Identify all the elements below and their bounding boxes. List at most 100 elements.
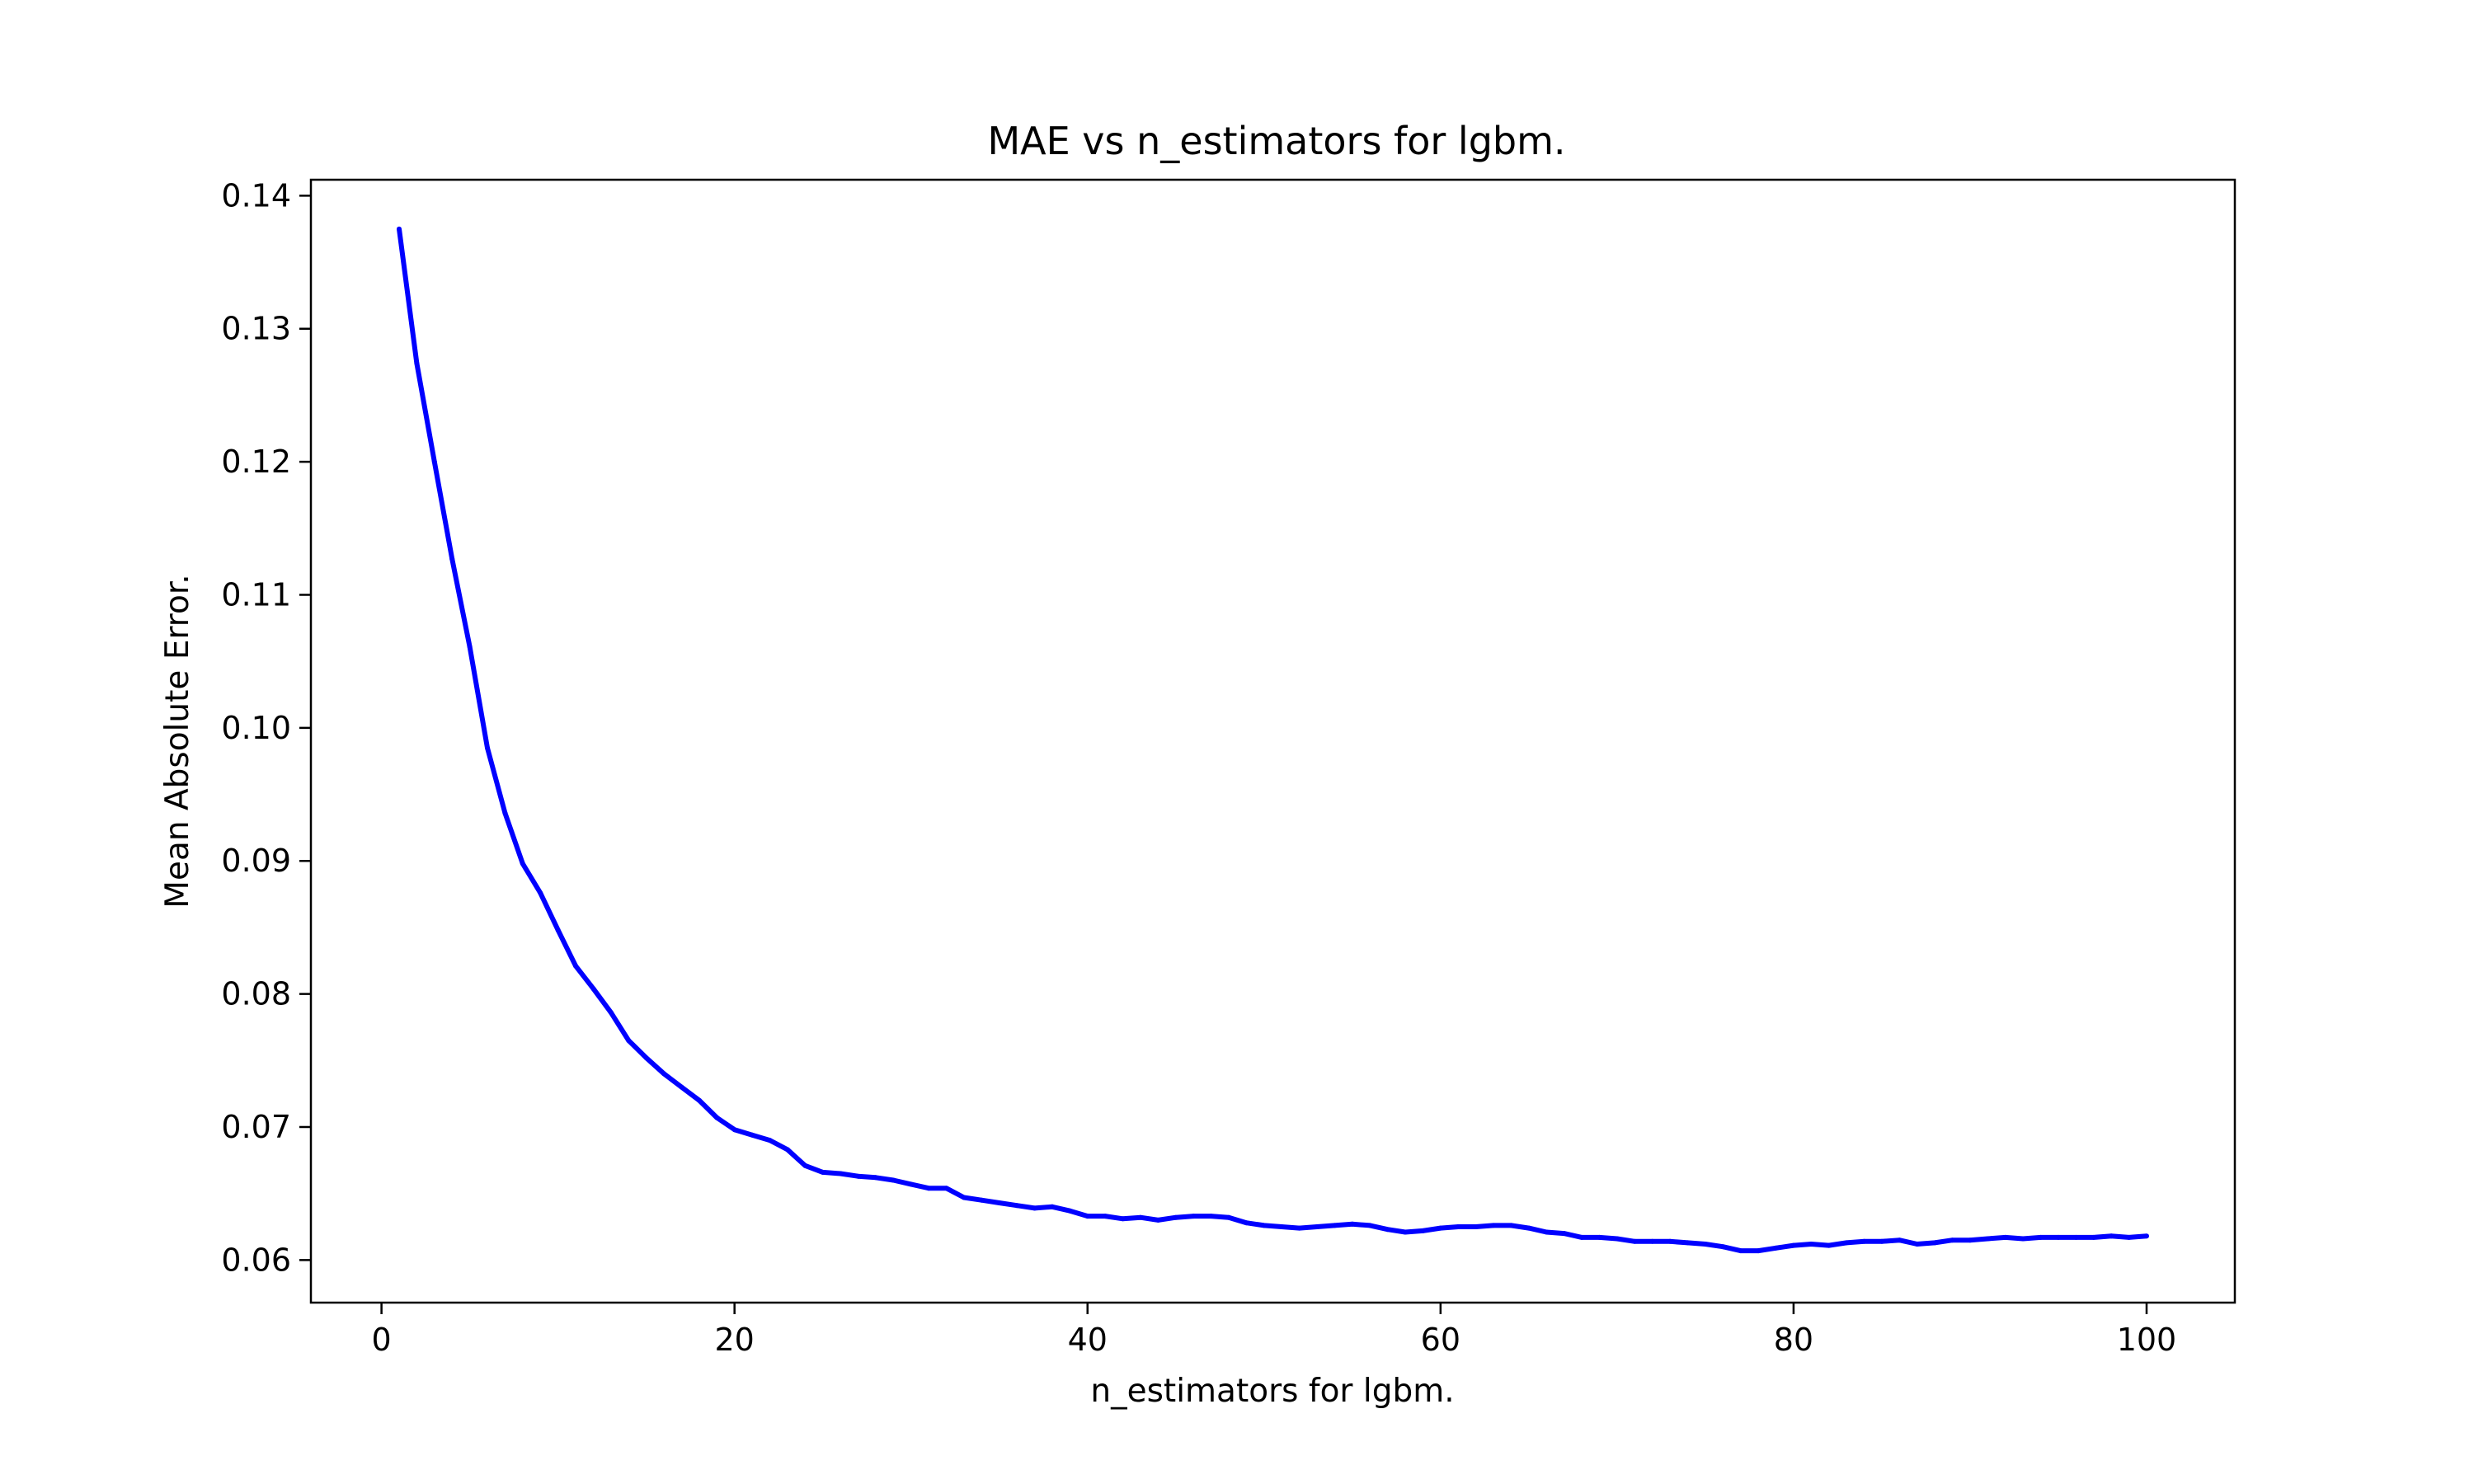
data-point [1420,1228,1426,1233]
data-point [1738,1248,1743,1254]
data-point [1861,1238,1867,1244]
data-point [2038,1234,2044,1240]
data-point [449,556,455,561]
data-point [855,1173,861,1179]
data-point [1014,1203,1020,1209]
data-point [1208,1214,1214,1219]
data-point [1720,1244,1726,1250]
data-point [838,1171,844,1176]
data-point [1561,1231,1567,1237]
x-tick-label: 80 [1774,1322,1813,1358]
data-point [1597,1234,1602,1240]
x-tick-label: 0 [372,1322,392,1358]
data-point [608,1010,614,1016]
data-point [1473,1224,1479,1229]
data-point [573,963,579,969]
data-point [2091,1234,2096,1240]
data-point [661,1071,667,1077]
chart-title: MAE vs n_estimators for lgbm. [987,119,1565,163]
data-point [1403,1229,1408,1235]
y-tick-label: 0.13 [221,311,291,347]
data-point [767,1138,773,1144]
series-line-mae [397,228,2147,1254]
y-tick-label: 0.11 [221,576,291,613]
data-point [1437,1225,1443,1231]
data-point [1385,1227,1390,1233]
data-point [1226,1214,1231,1220]
data-point [2002,1234,2008,1240]
data-point [485,745,490,751]
y-tick-label: 0.06 [221,1242,291,1278]
data-point [1244,1220,1249,1226]
data-point [414,360,420,366]
data-point [1967,1237,1973,1243]
data-point [750,1132,755,1138]
y-axis-label: Mean Absolute Error. [159,574,196,908]
data-point [1702,1242,1708,1247]
data-point [1579,1234,1585,1240]
data-point [1032,1205,1037,1211]
data-point [538,890,543,895]
data-point [520,861,525,866]
data-point [431,459,437,465]
data-point [1773,1245,1779,1251]
data-point [1897,1237,1903,1243]
data-point [1826,1242,1832,1248]
data-point [1667,1238,1673,1244]
data-point [926,1186,932,1191]
data-point [1914,1242,1920,1247]
x-tick-label: 40 [1068,1322,1108,1358]
y-axis-ticks: 0.06 0.07 0.08 0.09 0.10 0.11 0.12 0.13 0.14 [221,177,311,1278]
data-point [1332,1223,1338,1228]
plot-area-frame [309,178,2236,1304]
data-point [2073,1234,2079,1240]
data-point [1367,1223,1373,1228]
data-point [1191,1214,1197,1219]
x-tick-label: 100 [2117,1322,2177,1358]
x-tick-label: 20 [715,1322,755,1358]
data-point [1985,1236,1991,1242]
data-point [872,1175,878,1181]
data-point [1950,1237,1955,1243]
data-point [1808,1242,1814,1247]
data-point [1491,1223,1496,1228]
y-tick-label: 0.08 [221,976,291,1012]
data-point [891,1177,896,1183]
data-point [502,810,508,816]
data-point [1138,1214,1143,1220]
data-point [731,1127,737,1133]
x-axis-label: n_estimators for lgbm. [1090,1373,1454,1410]
data-point [2020,1236,2026,1242]
data-point [784,1147,790,1153]
data-point [2056,1234,2061,1240]
data-point [1879,1238,1884,1244]
data-point [1932,1240,1938,1246]
y-tick-label: 0.14 [221,177,291,214]
data-point [1050,1204,1055,1209]
data-point [1649,1238,1655,1244]
data-point [1103,1214,1108,1219]
data-point [1632,1238,1638,1244]
data-point [943,1186,949,1191]
data-point [1173,1214,1178,1220]
data-point [2109,1233,2114,1239]
data-point [1349,1221,1355,1227]
data-point [1844,1240,1850,1246]
data-point [397,226,402,232]
data-point [1790,1242,1796,1248]
data-point [908,1181,914,1187]
data-point [590,986,596,992]
data-point [696,1097,702,1103]
data-point [626,1038,632,1044]
data-point [979,1197,985,1203]
series-points [397,226,2149,1254]
data-point [1508,1223,1514,1228]
data-point [1120,1216,1126,1222]
x-axis-ticks: 0 20 40 60 80 100 [372,1303,2177,1358]
y-tick-label: 0.10 [221,710,291,746]
data-point [467,644,473,650]
data-point [1544,1229,1550,1235]
data-point [2126,1234,2132,1240]
data-point [961,1195,967,1200]
